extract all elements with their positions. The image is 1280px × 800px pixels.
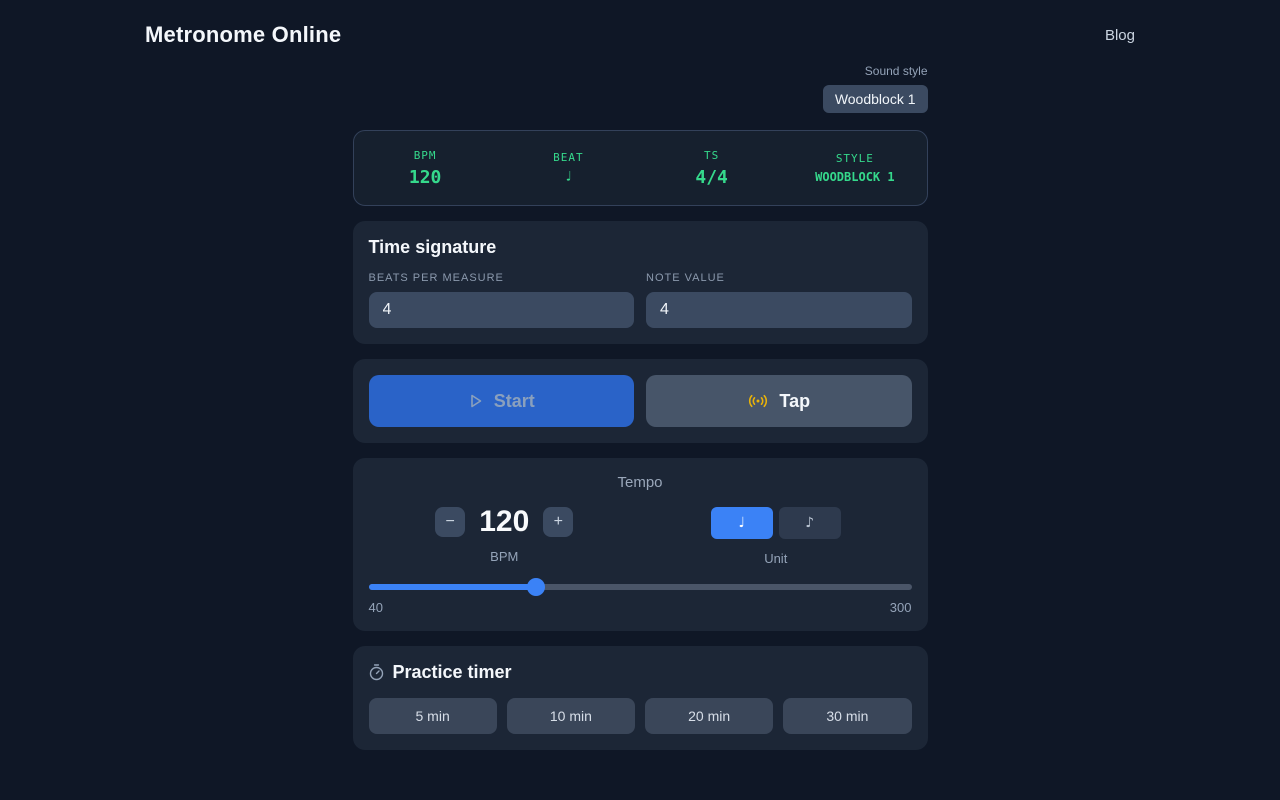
sound-style-label: Sound style [864,64,928,78]
unit-eighth-note-button[interactable]: ♪ [778,507,841,539]
status-bpm: BPM 120 [354,149,497,188]
bpm-control-group: − 120 + BPM [369,505,641,566]
tap-button[interactable]: Tap [646,375,912,427]
bpm-increase-button[interactable]: + [543,507,574,537]
tempo-card: Tempo − 120 + BPM ♩ ♪ Unit [352,458,928,631]
status-ts-label: TS [704,148,720,162]
status-ts: TS 4/4 [640,149,783,188]
tempo-slider-fill [368,584,536,590]
play-icon [470,394,482,408]
tempo-slider[interactable] [368,578,912,596]
tempo-slider-min-label: 40 [368,600,383,615]
status-ts-value: 4/4 [695,166,728,188]
start-button-label: Start [493,390,535,411]
sound-style-section: Sound style Woodblock 1 [353,64,928,113]
preset-30min-button[interactable]: 30 min [783,698,912,734]
sound-style-select[interactable]: Woodblock 1 [822,85,928,113]
note-value-input[interactable] [646,292,912,328]
bpm-group-label: BPM [490,549,519,564]
time-signature-title: Time signature [368,237,497,257]
bpm-value: 120 [479,505,530,538]
preset-5min-button[interactable]: 5 min [368,698,497,734]
beats-per-measure-label: BEATS PER MEASURE [368,272,504,284]
unit-control-group: ♩ ♪ Unit [640,505,912,566]
tempo-slider-section: 40 300 [368,578,912,615]
tempo-slider-max-label: 300 [889,600,912,615]
beats-per-measure-input[interactable] [368,292,634,328]
status-style-label: STYLE [835,152,874,165]
status-readout: BPM 120 BEAT ♩ TS 4/4 STYLE WOODBLOCK 1 [352,130,928,206]
status-beat-label: BEAT [553,151,584,164]
nav-blog-link[interactable]: Blog [1104,26,1135,44]
status-style: STYLE WOODBLOCK 1 [783,152,926,184]
unit-quarter-note-button[interactable]: ♩ [710,507,773,539]
bpm-decrease-button[interactable]: − [435,507,466,537]
stopwatch-icon [369,664,383,681]
status-bpm-label: BPM [413,148,437,162]
note-value-field-group: NOTE VALUE [646,272,912,328]
status-beat: BEAT ♩ [497,151,640,185]
main-column: Sound style Woodblock 1 BPM 120 BEAT ♩ T… [352,64,928,750]
tempo-slider-thumb[interactable] [526,578,545,596]
preset-20min-button[interactable]: 20 min [645,698,774,734]
status-beat-value: ♩ [564,169,573,185]
status-bpm-value: 120 [408,166,442,188]
tempo-title: Tempo [617,474,663,491]
practice-timer-card: Practice timer 5 min 10 min 20 min 30 mi… [352,646,928,750]
transport-card: Start Tap [352,359,928,443]
status-style-value: WOODBLOCK 1 [815,170,895,184]
unit-group-label: Unit [764,551,788,566]
start-button[interactable]: Start [368,375,634,427]
beats-per-measure-field-group: BEATS PER MEASURE [368,272,634,328]
app-title: Metronome Online [145,22,342,47]
tap-pulse-icon [749,394,768,408]
note-value-label: NOTE VALUE [646,272,725,284]
app-header: Metronome Online Blog [0,0,1280,52]
tap-button-label: Tap [779,390,811,411]
time-signature-card: Time signature BEATS PER MEASURE NOTE VA… [352,221,928,344]
practice-timer-title: Practice timer [392,662,512,682]
preset-10min-button[interactable]: 10 min [506,698,635,734]
